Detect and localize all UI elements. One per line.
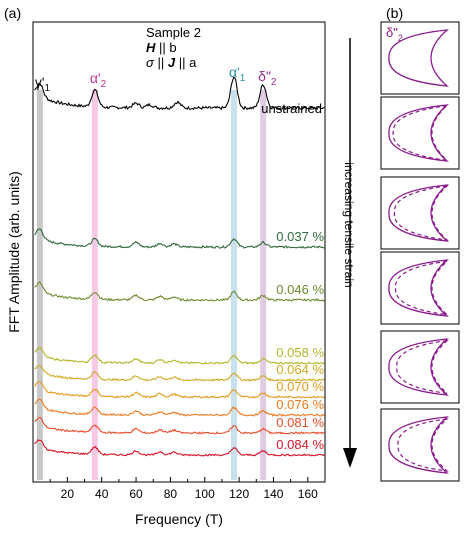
arrow-head-icon: [343, 448, 357, 468]
inset-box: [380, 251, 460, 325]
series-line-2: [34, 281, 325, 302]
series-label-6: 0.076 %: [276, 397, 324, 412]
series-line-3: [34, 346, 325, 365]
field-relation: || b: [159, 40, 177, 55]
peak-labels: γ'1 α'2 α'1 δ"2: [35, 64, 277, 94]
band-delta2: [260, 90, 267, 480]
plot-frame: [32, 21, 326, 483]
fermi-contour-solid: [388, 29, 449, 87]
inset-box: [380, 330, 460, 404]
current-orientation: σ || J || a: [146, 55, 197, 70]
strain-arrow-label: increasing tensile strain: [342, 162, 356, 287]
series-label-2: 0.046 %: [276, 282, 324, 297]
inset-1: [380, 96, 460, 170]
field-symbol: H: [146, 40, 156, 55]
panel-a-label: (a): [4, 5, 21, 21]
peak-bands: [36, 90, 267, 480]
series-line-7: [34, 416, 325, 435]
fermi-contour-solid: [388, 259, 449, 317]
strain-arrow: increasing tensile strain: [342, 38, 357, 468]
x-tick-label-20: 20: [61, 487, 75, 501]
x-axis-label: Frequency (T): [135, 511, 223, 527]
fermi-contour-dashed: [392, 104, 449, 162]
peak-label-alpha2: α'2: [90, 70, 107, 90]
measurement-info: Sample 2 H || b σ || J || a: [146, 25, 201, 70]
y-axis-label: FFT Amplitude (arb. units): [6, 171, 22, 333]
peak-label-alpha1: α'1: [229, 64, 246, 84]
series-line-5: [34, 381, 325, 399]
field-orientation: H || b: [146, 40, 177, 55]
current-tail: || a: [179, 55, 197, 70]
series-line-8: [34, 439, 325, 457]
x-tick-label-160: 160: [298, 487, 318, 501]
series-label-7: 0.081 %: [276, 415, 324, 430]
x-tick-label-140: 140: [263, 487, 283, 501]
inset-box: [380, 408, 460, 482]
series-line-4: [34, 364, 325, 382]
series-line-1: [34, 228, 325, 249]
x-tick-label-80: 80: [164, 487, 178, 501]
band-alpha1: [230, 90, 237, 480]
fermi-contour-dashed: [393, 185, 449, 241]
spectra-curves: unstrained 0.037 % 0.046 % 0.058 % 0.064 % 0.…: [34, 76, 325, 457]
inset-delta-label: δ"2: [386, 25, 403, 43]
fermi-contour-solid: [388, 104, 449, 162]
series-label-4: 0.064 %: [276, 362, 324, 377]
x-tick-label-100: 100: [195, 487, 215, 501]
series-line-6: [34, 398, 325, 417]
inset-2: [380, 176, 460, 250]
series-label-3: 0.058 %: [276, 345, 324, 360]
x-axis: 20 40 60 80 100 120 140 160: [49, 477, 318, 501]
sample-label: Sample 2: [146, 25, 201, 40]
series-label-1: 0.037 %: [276, 229, 324, 244]
fermi-contour-dashed: [397, 418, 449, 472]
band-gamma1: [36, 90, 43, 480]
x-tick-label-60: 60: [129, 487, 143, 501]
current-relation: ||: [157, 55, 167, 70]
inset-3: [380, 251, 460, 325]
inset-box: [380, 176, 460, 250]
panel-b-label: (b): [386, 5, 403, 21]
fermi-contour-solid: [388, 184, 449, 242]
fermi-contour-solid: [388, 338, 449, 396]
current-symbol: σ: [146, 55, 155, 70]
fermi-contour-dashed: [396, 339, 449, 395]
fermi-surface-insets: δ"2: [380, 21, 460, 482]
peak-label-gamma1: γ'1: [35, 74, 51, 94]
fermi-contour-dashed: [394, 260, 449, 316]
peak-label-delta2: δ"2: [258, 68, 277, 88]
series-label-0: unstrained: [261, 101, 322, 116]
inset-0: [380, 21, 460, 95]
x-tick-label-120: 120: [229, 487, 249, 501]
x-tick-label-40: 40: [95, 487, 109, 501]
inset-5: [380, 408, 460, 482]
fermi-contour-solid: [388, 416, 449, 474]
series-label-5: 0.070 %: [276, 379, 324, 394]
series-line-0: [34, 76, 325, 111]
current-vector: J: [168, 55, 176, 70]
inset-4: [380, 330, 460, 404]
series-label-8: 0.084 %: [276, 437, 324, 452]
band-alpha2: [91, 90, 98, 480]
